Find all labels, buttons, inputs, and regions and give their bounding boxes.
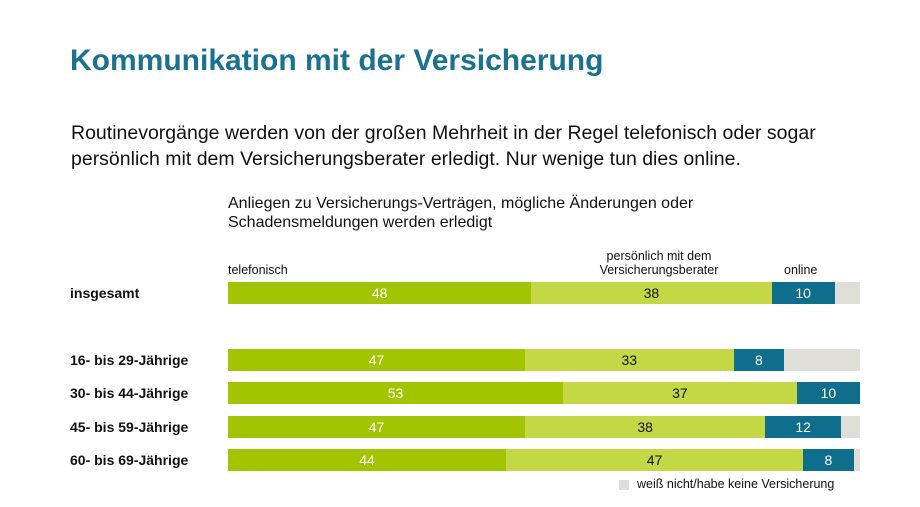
bar-value-label-4-2: 8 [824,452,833,468]
chart-subtitle: Anliegen zu Versicherungs-Verträgen, mög… [228,195,694,231]
col-head-persoenlich-line2: Versicherungsberater [599,263,719,277]
bar-value-label-2-1: 37 [672,385,688,401]
bar-value-label-0-1: 38 [643,285,660,301]
bar-segment-3-1 [525,416,766,438]
bar-segment-2-1 [562,382,797,404]
bar-value-label-2-0: 53 [387,385,404,401]
bar-value-label-3-1: 38 [637,419,653,435]
bar-value-label-2-2: 10 [820,385,837,401]
bar-value-label-3-2: 12 [795,419,811,435]
legend-label-weiss-nicht: weiß nicht/habe keine Versicherung [637,477,835,491]
row-label-2: 30- bis 44-Jährige [70,385,189,401]
bar-value-label-0-0: 48 [371,285,388,301]
bar-value-label-0-2: 10 [795,285,811,301]
bar-value-label-4-1: 47 [646,452,663,468]
page-title: Kommunikation mit der Versicherung [70,44,604,77]
row-label-4: 60- bis 69-Jährige [70,452,189,468]
bar-segment-3-0 [228,416,526,438]
row-label-1: 16- bis 29-Jährige [70,352,189,368]
bar-segment-4-0 [228,449,507,471]
bar-segment-2-2 [796,382,860,404]
bar-value-label-1-0: 47 [368,352,385,368]
bar-segment-4-1 [506,449,804,471]
col-head-persoenlich-line1: persönlich mit dem [606,249,712,263]
bar-segment-3-2 [765,416,842,438]
bar-segment-4-2 [803,449,854,471]
row-label-0: insgesamt [70,285,140,301]
legend-swatch-weiss-nicht [619,480,629,490]
intro-text: Routinevorgänge werden von der großen Me… [71,122,816,170]
row-label-3: 45- bis 59-Jährige [70,419,189,435]
bar-value-label-1-1: 33 [621,352,638,368]
bar-segment-2-0 [228,382,563,404]
bar-segment-0-0 [228,282,532,304]
bar-segment-1-1 [525,349,734,371]
bar-segment-0-2 [771,282,835,304]
bar-value-label-3-0: 47 [368,419,385,435]
bar-segment-1-3 [784,349,860,371]
bar-segment-3-3 [841,416,860,438]
col-head-telefonisch: telefonisch [228,263,288,277]
col-head-online: online [784,263,818,277]
bar-segment-1-2 [733,349,785,371]
bar-value-label-1-2: 8 [754,352,763,368]
bar-segment-1-0 [228,349,526,371]
bar-segment-0-1 [531,282,772,304]
bar-value-label-4-0: 44 [359,452,375,468]
bar-segment-4-3 [853,449,860,471]
bar-segment-0-3 [834,282,860,304]
